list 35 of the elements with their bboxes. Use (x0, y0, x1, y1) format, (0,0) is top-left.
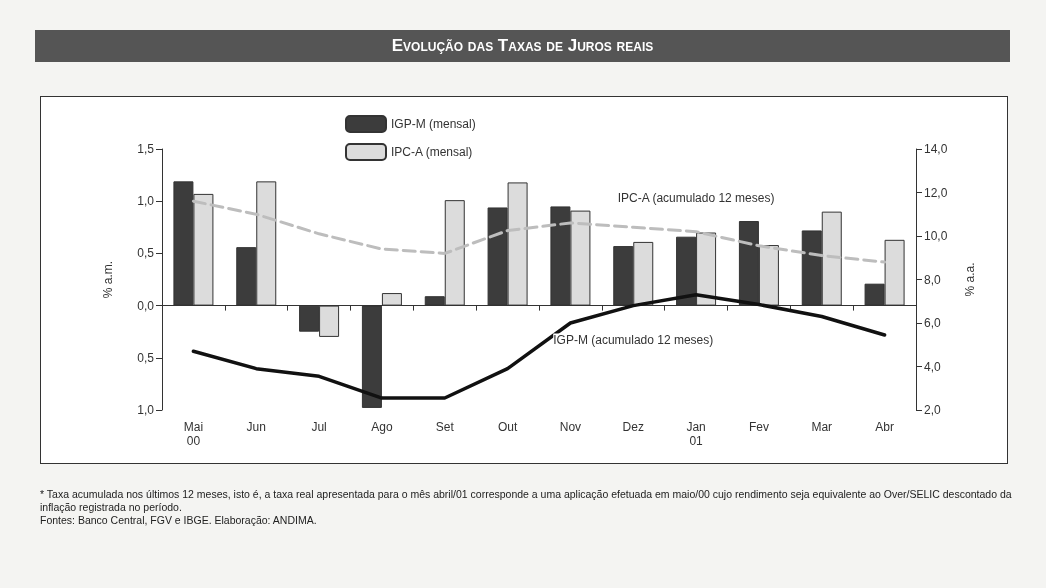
y2-tick-label: 8,0 (924, 272, 942, 287)
x-tick-label: Dez (622, 420, 644, 434)
y-tick-label: 1,5 (137, 142, 155, 156)
series-label: IGP-M (acumulado 12 meses) (553, 332, 714, 347)
legend-label: IPC-A (mensal) (391, 145, 473, 159)
y2-tick-label: 10,0 (924, 229, 948, 243)
x-tick-label: Fev (748, 420, 769, 434)
y-tick-label: 0,5 (137, 246, 155, 261)
y2-tick-label: 4,0 (924, 359, 942, 374)
x-tick-label: Set (435, 420, 455, 434)
text: Fontes: Banco Central, FGV e IBGE. Elaboração: ANDIMA. (40, 514, 318, 527)
x-tick-label: Abr (875, 420, 894, 434)
y-axis-title: % a.m. (101, 260, 115, 299)
y2-tick-label: 14,0 (924, 142, 948, 156)
chart-title: Evolução das Taxas de Juros reais (35, 30, 1010, 62)
x-tick-label: Jan 01 (686, 420, 706, 448)
x-tick-label: Jul (311, 420, 327, 434)
y-tick-label: 0,5 (137, 350, 155, 365)
y-tick-label: 1,0 (137, 194, 155, 209)
x-tick-label: Out (497, 420, 518, 434)
text: * Taxa acumulada nos últimos 12 meses, isto é, a taxa real apresentada para o mês abril/01 corresponde a uma aplicação efetuada em maio/00 cujo rendimento seja equivalente ao Over/SELIC descontado da inflação registrada no período. (40, 488, 1013, 514)
y2-tick-label: 2,0 (924, 403, 942, 417)
x-tick-label: Ago (371, 420, 393, 434)
y2-axis-title: % a.a. (963, 262, 977, 297)
x-tick-label: Mai 00 (183, 420, 204, 448)
x-tick-label: Mar (811, 420, 833, 434)
x-tick-label: Jun (246, 420, 266, 434)
legend-label: IGP-M (mensal) (391, 117, 476, 131)
x-tick-label: Nov (559, 420, 582, 434)
y-tick-label: 1,0 (137, 403, 155, 417)
y2-tick-label: 12,0 (924, 185, 948, 200)
y2-tick-label: 6,0 (924, 316, 942, 330)
y-tick-label: 0,0 (137, 298, 155, 313)
line-series (191, 292, 887, 400)
series-label: IPC-A (acumulado 12 meses) (617, 190, 775, 205)
